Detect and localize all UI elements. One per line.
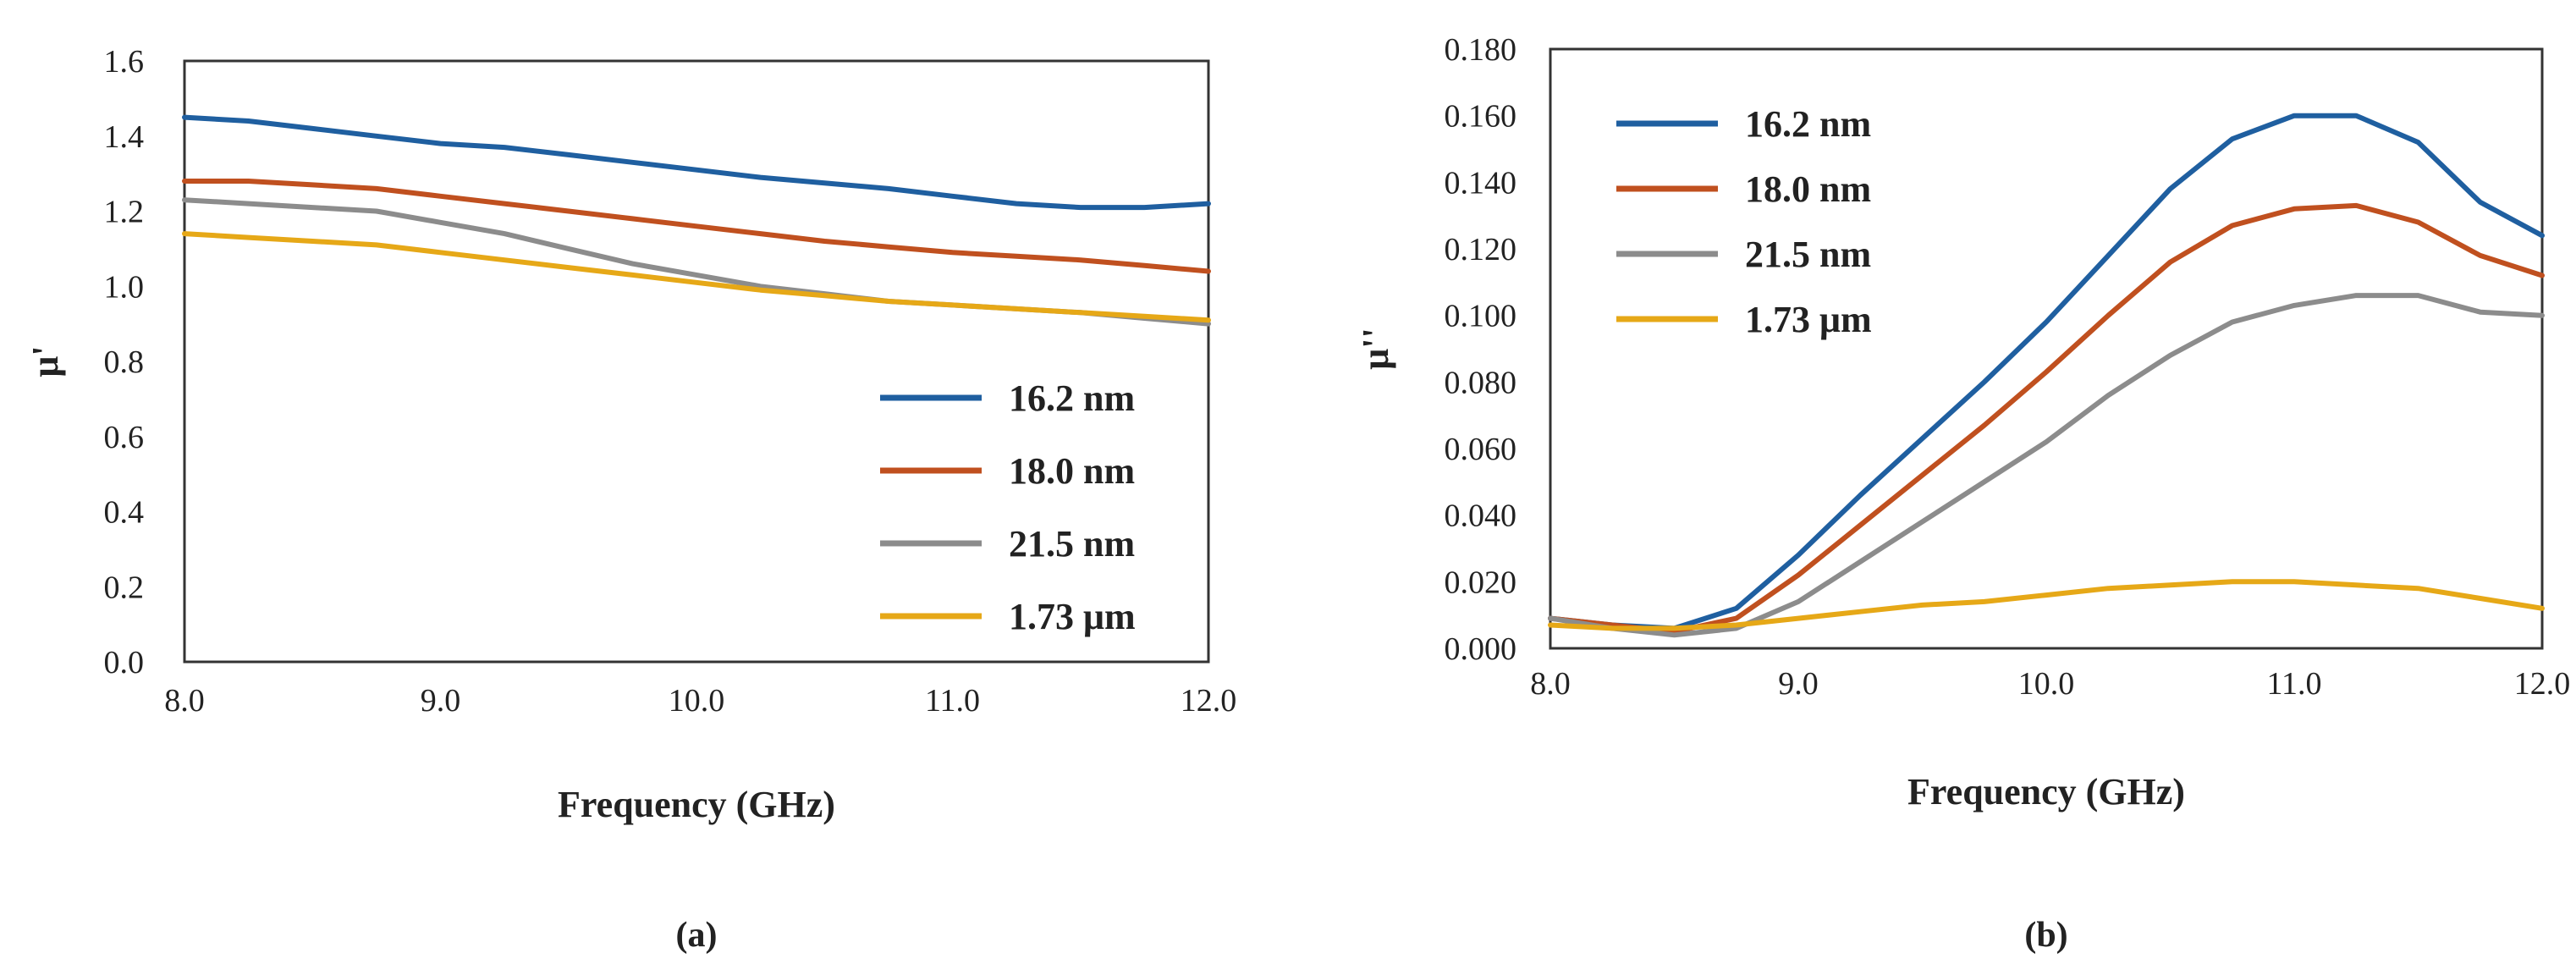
x-tick-label-b: 10.0	[2018, 666, 2075, 702]
y-tick-label-b: 0.020	[1445, 565, 1517, 600]
y-tick-label-a: 1.0	[104, 269, 145, 305]
series-lines-b	[1548, 113, 2545, 638]
y-axis-label-b: μ''	[1355, 328, 1396, 369]
panel-a-chart: 0.0 0.2 0.4 0.6 0.8 1.0 1.2 1.4 1.6 8.0 9.0 10.0 11.…	[25, 44, 1236, 955]
y-tick-label-a: 1.6	[104, 44, 145, 80]
y-tick-label-a: 0.2	[104, 570, 145, 605]
y-tick-label-b: 0.180	[1445, 32, 1517, 68]
y-tick-label-b: 0.120	[1445, 232, 1517, 267]
series-line-b-3	[1548, 293, 2545, 638]
y-tick-label-a: 0.8	[104, 344, 145, 380]
series-line-a-1	[182, 114, 1211, 211]
x-tick-label-a: 8.0	[164, 683, 205, 719]
legend-label-b-4: 1.73 μm	[1745, 299, 1872, 340]
y-tick-label-a: 0.4	[104, 495, 145, 531]
series-line-a-2	[182, 179, 1211, 274]
y-tick-label-b: 0.060	[1445, 432, 1517, 467]
legend-label-b-1: 16.2 nm	[1745, 103, 1871, 145]
plot-area-b	[1549, 47, 2544, 650]
y-tick-label-b: 0.080	[1445, 365, 1517, 400]
legend-label-a-4: 1.73 μm	[1009, 596, 1136, 637]
y-tick-label-a: 0.0	[104, 645, 145, 680]
series-line-b-2	[1548, 202, 2545, 635]
x-tick-label-b: 8.0	[1530, 666, 1571, 702]
y-tick-label-b: 0.040	[1445, 499, 1517, 534]
series-lines-a	[182, 114, 1211, 327]
panel-b-chart: 0.000 0.020 0.040 0.060 0.080 0.100 0.120 0.140…	[1355, 32, 2570, 955]
y-tick-label-a: 1.4	[104, 119, 145, 155]
series-line-b-4	[1548, 579, 2545, 631]
legend-label-b-2: 18.0 nm	[1745, 168, 1871, 210]
caption-b: (b)	[2024, 916, 2067, 955]
plot-area-a	[183, 59, 1210, 664]
y-tick-label-a: 1.2	[104, 195, 145, 230]
legend-b: 16.2 nm 18.0 nm 21.5 nm 1.73 μm	[1616, 103, 1872, 340]
x-axis-label-b: Frequency (GHz)	[1907, 771, 2185, 813]
series-line-b-1	[1548, 113, 2545, 631]
tick-labels-a: 0.0 0.2 0.4 0.6 0.8 1.0 1.2 1.4 1.6 8.0 9.0 10.0 11.…	[104, 44, 1237, 719]
x-tick-label-a: 9.0	[421, 683, 461, 719]
y-tick-label-b: 0.100	[1445, 299, 1517, 334]
series-line-a-4	[182, 231, 1211, 323]
x-tick-label-a: 11.0	[925, 683, 980, 719]
y-tick-label-b: 0.160	[1445, 99, 1517, 135]
x-tick-label-b: 12.0	[2514, 666, 2571, 702]
x-tick-label-b: 11.0	[2266, 666, 2321, 702]
legend-a: 16.2 nm 18.0 nm 21.5 nm 1.73 μm	[880, 377, 1136, 637]
legend-label-b-3: 21.5 nm	[1745, 234, 1871, 275]
y-tick-label-b: 0.140	[1445, 165, 1517, 201]
legend-label-a-3: 21.5 nm	[1009, 523, 1135, 565]
y-tick-label-b: 0.000	[1445, 631, 1517, 667]
legend-label-a-1: 16.2 nm	[1009, 377, 1135, 419]
y-axis-label-a: μ'	[25, 345, 66, 377]
tick-labels-b: 0.000 0.020 0.040 0.060 0.080 0.100 0.120 0.140…	[1445, 32, 2571, 702]
y-tick-label-a: 0.6	[104, 420, 145, 455]
caption-a: (a)	[676, 916, 718, 955]
x-tick-label-a: 12.0	[1181, 683, 1237, 719]
x-axis-label-a: Frequency (GHz)	[558, 784, 835, 825]
x-tick-label-b: 9.0	[1778, 666, 1819, 702]
x-tick-label-a: 10.0	[669, 683, 725, 719]
legend-label-a-2: 18.0 nm	[1009, 450, 1135, 492]
